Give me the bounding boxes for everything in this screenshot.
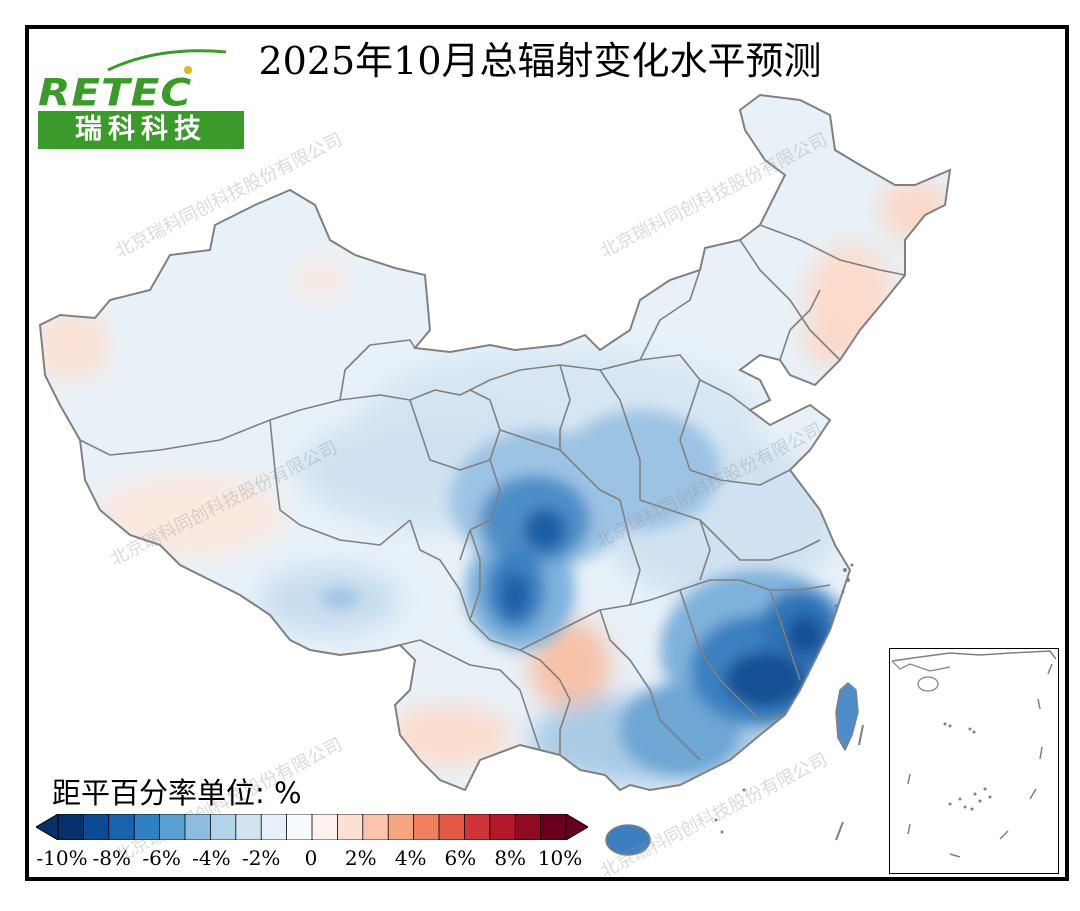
coastal-islands [714,563,854,834]
colorbar [36,814,588,840]
logo-swoosh-icon [107,49,227,74]
colorbar-tick-label: 4% [394,846,427,870]
country-border [38,93,952,792]
retec-logo: RETEC 瑞科科技 [38,48,246,150]
colorbar-min-arrow [36,814,59,840]
logo-chinese: 瑞科科技 [38,111,244,149]
colorbar-cell [209,814,237,840]
colorbar-cell [514,814,542,840]
colorbar-cell [133,814,161,840]
colorbar-cell [260,814,288,840]
province-borders [79,224,906,761]
colorbar-cell [57,814,85,840]
colorbar-tick-label: -6% [142,846,181,870]
inset-map [891,650,1057,858]
legend-unit-label: 距平百分率单位: % [52,776,302,810]
colorbar-cell [286,814,313,840]
colorbar-cell [311,814,339,840]
colorbar-tick-label: -8% [92,846,132,870]
colorbar-tick-label: 2% [344,846,377,870]
colorbar-cell [489,814,517,840]
colorbar-cell [108,814,136,840]
colorbar-tick-label: 8% [494,846,527,870]
colorbar-cell [413,814,440,840]
colorbar-cell [159,814,186,840]
colorbar-cell [184,814,212,840]
colorbar-cell [235,814,263,840]
colorbar-cell [463,814,491,840]
south-china-sea-inset [889,648,1059,874]
colorbar-cell [387,814,415,840]
sea-dashes [835,724,864,841]
taiwan-island [835,682,859,752]
colorbar-cell [438,814,466,840]
colorbar-cell [540,814,567,840]
colorbar-cell [336,814,364,840]
colorbar-tick-label: 6% [444,846,477,870]
colorbar-tick-label: -2% [241,846,281,870]
colorbar-max-arrow [565,814,588,840]
colorbar-tick-label: 0 [304,846,318,870]
hainan-island [605,824,651,856]
colorbar-cell [83,814,110,840]
logo-latin: RETEC [38,70,193,115]
map-title: 2025年10月总辐射变化水平预测 [258,39,822,83]
colorbar-tick-label: -10% [36,846,88,870]
colorbar-cell [362,814,390,840]
colorbar-tick-label: -4% [192,846,231,870]
colorbar-tick-label: 10% [537,846,583,870]
